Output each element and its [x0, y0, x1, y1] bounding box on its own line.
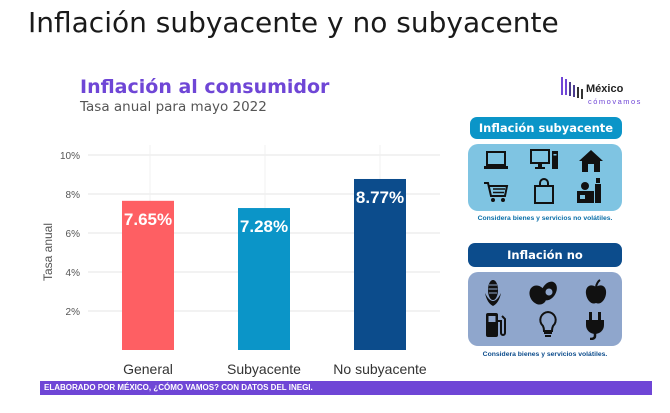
- bar-data-label: 8.77%: [356, 188, 404, 207]
- y-tick-label: 2%: [66, 307, 81, 318]
- fuel-pump-icon: [486, 313, 506, 337]
- logo-name: México: [586, 83, 624, 95]
- shopping-bag-icon: [534, 178, 554, 204]
- electric-plug-icon: [586, 312, 604, 340]
- x-tick-label: Subyacente: [227, 361, 301, 377]
- desktop-computer-icon: [530, 149, 558, 169]
- avocado-icon: [529, 281, 557, 305]
- noncore-inflation-note: Considera bienes y servicios volátiles.: [482, 351, 608, 358]
- logo-bars-icon: [561, 77, 583, 99]
- footer-source-text: ELABORADO POR MÉXICO, ¿CÓMO VAMOS? CON D…: [44, 383, 313, 392]
- house-icon: [579, 150, 603, 172]
- shopping-cart-icon: [484, 182, 509, 202]
- core-inflation-header: Inflación subyacente: [470, 117, 622, 139]
- bar-data-label: 7.65%: [124, 210, 172, 229]
- x-tick-label: General: [123, 361, 173, 377]
- logo-tagline: cómovamos: [588, 97, 642, 106]
- bar-data-label: 7.28%: [240, 217, 288, 236]
- chart-title: Inflación al consumidor: [80, 76, 330, 98]
- x-tick-label: No subyacente: [333, 361, 427, 377]
- mexico-como-vamos-logo: México cómovamos: [560, 73, 640, 109]
- bar-chart: 2% 4% 6% 8% 10% 7.65% General 7.28% Subyacente 8.…: [41, 145, 440, 377]
- y-axis-label: Tasa anual: [41, 223, 55, 281]
- bar-subyacente: [238, 208, 290, 350]
- chart-subtitle: Tasa anual para mayo 2022: [80, 99, 267, 115]
- y-tick-label: 6%: [66, 229, 81, 240]
- footer-banner: ELABORADO POR MÉXICO, ¿CÓMO VAMOS? CON D…: [40, 381, 652, 395]
- y-tick-label: 8%: [66, 190, 81, 201]
- corn-icon: [485, 280, 501, 306]
- y-tick-label: 10%: [60, 151, 80, 162]
- light-bulb-icon: [539, 310, 557, 337]
- bar-no-subyacente: [354, 178, 406, 350]
- groceries-icon: [577, 178, 601, 203]
- bar-general: [122, 200, 174, 350]
- slide-title: Inflación subyacente y no subyacente: [28, 6, 559, 39]
- noncore-inflation-header: Inflación no subyacente: [468, 243, 622, 286]
- apple-icon: [585, 279, 607, 304]
- laptop-icon: [484, 151, 508, 169]
- y-tick-label: 4%: [66, 268, 81, 279]
- core-inflation-note: Considera bienes y servicios no volátile…: [477, 215, 613, 222]
